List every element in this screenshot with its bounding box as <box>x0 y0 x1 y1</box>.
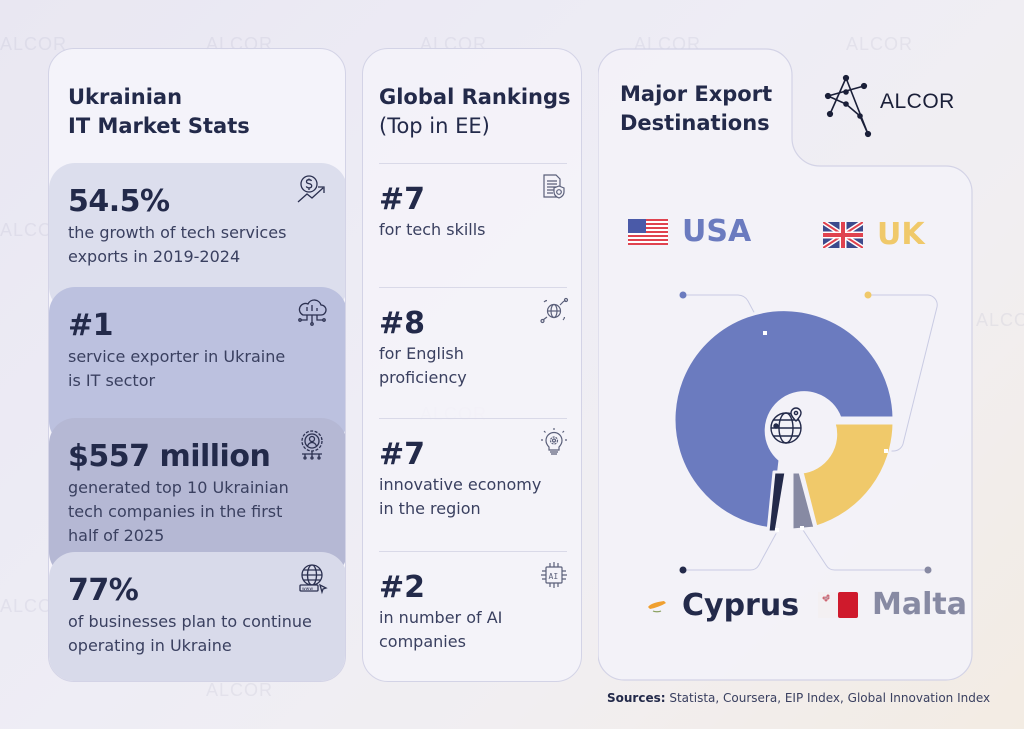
country-label: UK <box>877 217 925 252</box>
cyprus-legend-dot <box>679 566 687 574</box>
brand-name: ALCOR <box>880 90 955 113</box>
stat-value: #1 <box>68 308 114 343</box>
stat-value: $557 million <box>68 439 271 474</box>
globe-connections-icon <box>540 297 569 324</box>
stat-card-revenue: $557 million generated top 10 Ukrainian … <box>49 418 345 578</box>
ranking-value: #7 <box>379 437 426 472</box>
stat-description: of businesses plan to continue operating… <box>68 610 329 658</box>
ranking-item-ai-companies: AI #2 in number of AI companies <box>379 551 567 654</box>
desc-line: innovative economy <box>379 475 542 494</box>
malta-flag-icon <box>818 592 858 618</box>
country-usa: USA <box>628 214 751 250</box>
donut-segment-uk <box>800 421 896 529</box>
usa-flag-icon <box>628 219 668 245</box>
rankings-title: Global Rankings (Top in EE) <box>379 83 571 141</box>
export-donut-chart <box>672 291 938 574</box>
dollar-growth-icon <box>297 175 325 203</box>
desc-line: tech companies in the first <box>68 502 283 521</box>
svg-text:www: www <box>302 587 313 592</box>
desc-line: operating in Ukraine <box>68 636 232 655</box>
title-line: Global Rankings <box>379 85 571 109</box>
ranking-value: #8 <box>379 306 426 341</box>
country-cyprus: Cyprus <box>646 588 799 624</box>
title-line: Ukrainian <box>68 85 183 109</box>
title-line: IT Market Stats <box>68 114 250 138</box>
usa-legend-dot <box>679 291 687 299</box>
desc-line: is IT sector <box>68 371 156 390</box>
uk-flag-icon <box>823 222 863 248</box>
ranking-description: for tech skills <box>379 218 567 242</box>
sources-footnote: Sources: Statista, Coursera, EIP Index, … <box>607 691 990 705</box>
desc-line: generated top 10 Ukrainian <box>68 478 289 497</box>
uk-legend-dot <box>864 291 872 299</box>
malta-legend-dot <box>924 566 932 574</box>
sources-text: Statista, Coursera, EIP Index, Global In… <box>665 691 991 705</box>
ranking-description: innovative economy in the region <box>379 473 567 521</box>
desc-line: of businesses plan to continue <box>68 612 312 631</box>
stat-value: 77% <box>68 573 139 608</box>
desc-line: in the region <box>379 499 481 518</box>
desc-line: proficiency <box>379 368 467 387</box>
watermark: ALCOR <box>976 310 1024 330</box>
donut-segment-cyprus <box>766 470 788 534</box>
cyprus-flag-icon <box>648 601 666 613</box>
globe-pin-icon <box>770 407 802 444</box>
stat-description: service exporter in Ukraine is IT sector <box>68 345 329 393</box>
stat-description: generated top 10 Ukrainian tech companie… <box>68 476 329 548</box>
title-line: Major Export <box>620 82 773 106</box>
ranking-item-english: #8 for English proficiency <box>379 287 569 390</box>
ai-chip-icon: AI <box>541 562 567 588</box>
market-stats-panel: Ukrainian IT Market Stats 54.5% the grow… <box>48 48 346 682</box>
title-line: Destinations <box>620 111 770 135</box>
watermark: ALCOR <box>206 680 274 700</box>
desc-line: the growth of tech services <box>68 223 287 242</box>
ranking-description: for English proficiency <box>379 342 567 390</box>
destinations-title: Major Export Destinations <box>620 80 772 138</box>
country-malta: Malta <box>818 587 967 623</box>
desc-line: companies <box>379 632 466 651</box>
country-label: Cyprus <box>682 588 800 623</box>
country-label: USA <box>682 214 752 249</box>
stat-card-businesses: www 77% of businesses plan to continue o… <box>49 552 345 681</box>
desc-line: service exporter in Ukraine <box>68 347 286 366</box>
ranking-item-innovation: #7 innovative economy in the region <box>379 418 567 521</box>
globe-www-icon: www <box>299 564 328 595</box>
ranking-description: in number of AI companies <box>379 606 567 654</box>
title-subline: (Top in EE) <box>379 114 490 138</box>
alcor-logo: ALCOR <box>824 74 964 138</box>
country-uk: UK <box>823 217 925 253</box>
desc-line: half of 2025 <box>68 526 165 545</box>
cloud-network-icon <box>298 299 327 326</box>
rankings-panel: Global Rankings (Top in EE) #7 for tech … <box>362 48 582 682</box>
stat-value: 54.5% <box>68 184 170 219</box>
alcor-star-icon <box>824 74 872 138</box>
donut-segment-usa <box>672 308 896 531</box>
sources-label: Sources: <box>607 691 666 705</box>
lightbulb-gear-icon <box>541 428 567 455</box>
market-stats-title: Ukrainian IT Market Stats <box>68 83 250 141</box>
ranking-item-tech-skills: #7 for tech skills <box>379 163 567 242</box>
country-label: Malta <box>872 587 967 622</box>
desc-line: exports in 2019-2024 <box>68 247 241 266</box>
donut-segment-malta <box>790 470 817 532</box>
desc-line: for English <box>379 344 464 363</box>
ranking-value: #7 <box>379 182 426 217</box>
gear-person-icon <box>301 430 323 460</box>
stat-description: the growth of tech services exports in 2… <box>68 221 329 269</box>
svg-text:AI: AI <box>549 572 559 581</box>
ranking-value: #2 <box>379 570 426 605</box>
desc-line: for tech skills <box>379 220 486 239</box>
desc-line: in number of AI <box>379 608 503 627</box>
watermark: ALCOR <box>0 34 68 54</box>
document-shield-icon <box>543 174 565 199</box>
